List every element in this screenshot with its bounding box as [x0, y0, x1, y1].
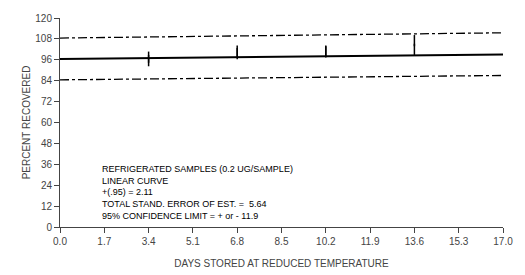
svg-text:15.3: 15.3	[449, 236, 469, 247]
svg-text:24: 24	[41, 180, 53, 191]
svg-text:108: 108	[35, 33, 52, 44]
svg-text:6.8: 6.8	[230, 236, 244, 247]
svg-text:PERCENT RECOVERED: PERCENT RECOVERED	[21, 66, 32, 180]
svg-text:3.4: 3.4	[142, 236, 156, 247]
svg-text:0: 0	[46, 222, 52, 233]
svg-text:12: 12	[41, 201, 53, 212]
svg-text:DAYS STORED AT REDUCED TEMPERA: DAYS STORED AT REDUCED TEMPERATURE	[174, 258, 389, 269]
svg-text:72: 72	[41, 96, 53, 107]
svg-text:8.5: 8.5	[275, 236, 289, 247]
svg-text:17.0: 17.0	[493, 236, 513, 247]
svg-text:REFRIGERATED SAMPLES (0.2 UG/S: REFRIGERATED SAMPLES (0.2 UG/SAMPLE)LINE…	[102, 164, 293, 221]
svg-text:13.6: 13.6	[405, 236, 425, 247]
svg-text:11.9: 11.9	[361, 236, 380, 247]
svg-text:84: 84	[41, 75, 53, 86]
svg-text:36: 36	[41, 159, 53, 170]
svg-text:96: 96	[41, 54, 53, 65]
svg-text:10.2: 10.2	[316, 236, 336, 247]
svg-text:0.0: 0.0	[53, 236, 67, 247]
svg-text:5.1: 5.1	[186, 236, 200, 247]
svg-text:60: 60	[41, 117, 53, 128]
svg-text:1.7: 1.7	[97, 236, 111, 247]
svg-text:120: 120	[35, 13, 52, 24]
svg-text:48: 48	[41, 138, 53, 149]
